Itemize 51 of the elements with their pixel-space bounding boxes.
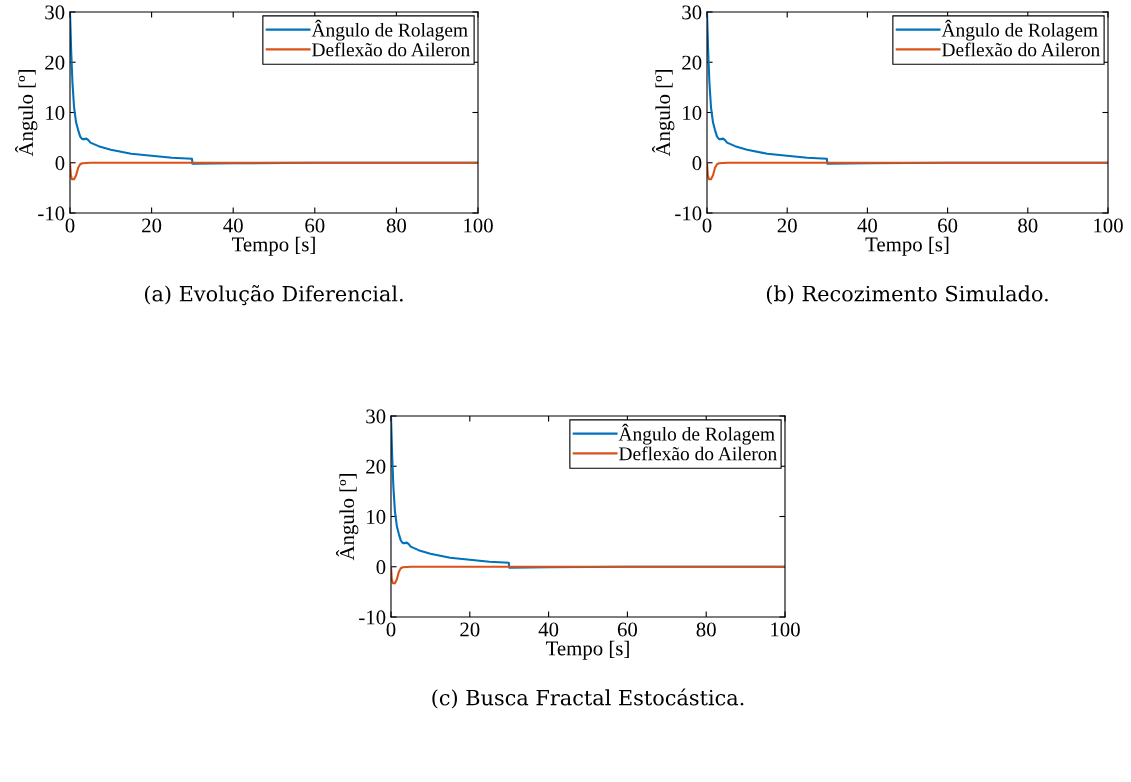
legend-label: Ângulo de Rolagem	[941, 19, 1098, 41]
legend-label: Deflexão do Aileron	[942, 42, 1100, 57]
y-tick-label: 10	[367, 509, 386, 524]
x-tick-label: 60	[617, 622, 638, 637]
x-tick-label: 0	[702, 218, 712, 233]
y-tick-label: -10	[359, 610, 386, 625]
x-tick-label: 80	[696, 622, 716, 637]
y-axis-title: Ângulo [º]	[652, 70, 675, 157]
y-tick-label: 30	[45, 5, 65, 20]
y-axis-title: Ângulo [º]	[336, 474, 359, 561]
line-series	[707, 161, 1108, 181]
x-tick-label: 100	[1094, 218, 1123, 233]
y-tick-label: -10	[675, 206, 702, 221]
x-tick-label: 20	[142, 218, 162, 233]
y-tick-label: 10	[683, 105, 702, 120]
legend-label: Ângulo de Rolagem	[311, 19, 468, 41]
y-axis-title: Ângulo [º]	[15, 70, 38, 157]
x-tick-label: 100	[771, 622, 800, 637]
y-tick-label: 30	[366, 409, 386, 424]
text: (a) Evolução Diferencial.	[144, 285, 403, 306]
x-tick-label: 40	[538, 622, 559, 637]
x-tick-label: 60	[938, 218, 958, 233]
y-tick-label: 10	[46, 105, 65, 120]
y-tick-label: 30	[682, 5, 702, 20]
x-tick-label: 40	[223, 218, 243, 233]
y-tick-label: 20	[366, 459, 386, 474]
y-tick-label: 0	[692, 156, 702, 171]
text: (c) Busca Fractal Estocástica.	[432, 688, 744, 709]
legend-label: Deflexão do Aileron	[619, 446, 777, 461]
line-series	[70, 161, 478, 181]
x-tick-label: 20	[777, 218, 797, 233]
x-tick-label: 0	[386, 622, 396, 637]
x-axis-title: Tempo [s]	[232, 236, 315, 256]
y-tick-label: -10	[38, 206, 65, 221]
x-tick-label: 60	[305, 218, 325, 233]
x-axis-title: Tempo [s]	[865, 236, 949, 256]
line-series	[391, 565, 785, 585]
y-tick-label: 20	[45, 55, 65, 70]
legend-label: Ângulo de Rolagem	[618, 423, 775, 445]
text: (b) Recozimento Simulado.	[766, 285, 1048, 305]
x-tick-label: 80	[1018, 218, 1038, 233]
x-tick-label: 0	[65, 218, 75, 233]
y-tick-label: 0	[55, 156, 65, 171]
y-tick-label: 20	[682, 55, 702, 70]
x-tick-label: 100	[464, 218, 493, 233]
x-tick-label: 20	[460, 622, 480, 637]
legend-label: Deflexão do Aileron	[312, 42, 470, 57]
y-tick-label: 0	[376, 560, 386, 575]
x-tick-label: 40	[857, 218, 878, 233]
x-tick-label: 80	[386, 218, 407, 233]
x-axis-title: Tempo [s]	[546, 640, 629, 660]
